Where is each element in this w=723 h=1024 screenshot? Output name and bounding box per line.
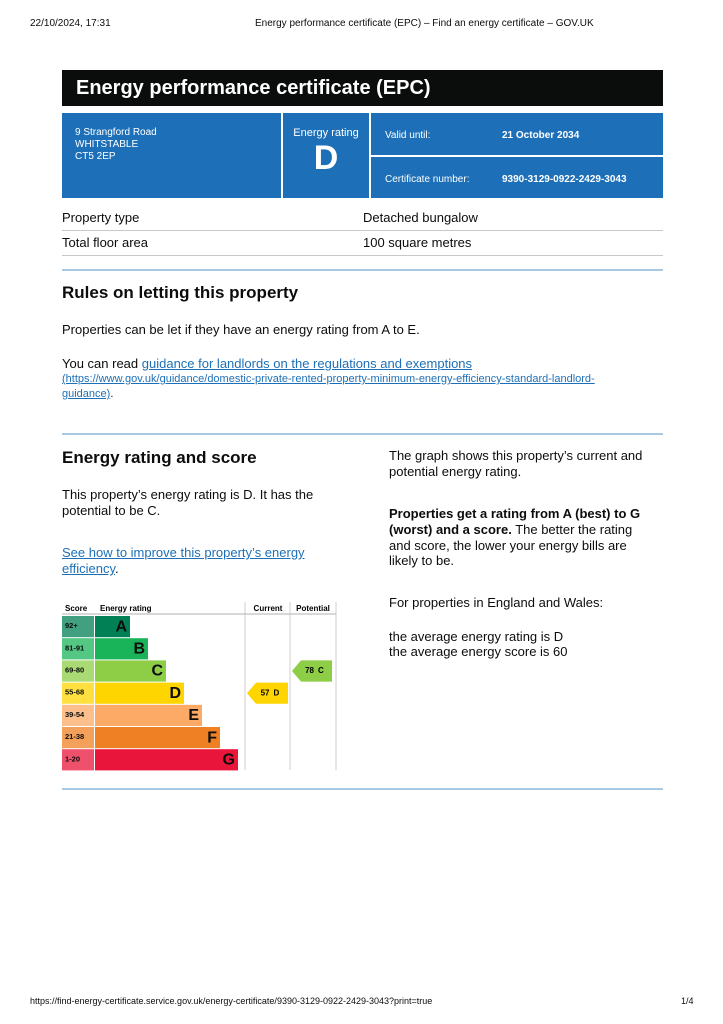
section-rule bbox=[62, 433, 663, 435]
link-url[interactable]: (https://www.gov.uk/guidance/domestic-pr… bbox=[62, 373, 595, 385]
band-letter: C bbox=[151, 663, 163, 680]
rating-graph: Score Energy rating Current Potential 92+ A 81… bbox=[62, 602, 337, 771]
text: The better the rating bbox=[511, 522, 633, 537]
band-bar bbox=[95, 616, 130, 638]
current-score: 57 bbox=[261, 688, 270, 697]
paragraph-line: likely to be. bbox=[389, 553, 455, 568]
title-bar: Energy performance certificate (EPC) bbox=[62, 70, 663, 106]
band-bar bbox=[95, 749, 238, 771]
table-cell: Property type bbox=[62, 210, 140, 225]
band-letter: G bbox=[223, 752, 235, 769]
graph-header: Potential bbox=[296, 604, 330, 613]
footer-page: 1/4 bbox=[681, 996, 694, 1006]
paragraph-line: For properties in England and Wales: bbox=[389, 595, 604, 610]
score-cell bbox=[62, 660, 94, 682]
paragraph: You can read guidance for landlords on t… bbox=[62, 356, 472, 372]
address-line: WHITSTABLE bbox=[75, 139, 139, 150]
address-line: 9 Strangford Road bbox=[75, 127, 157, 138]
title: Energy performance certificate (EPC) bbox=[76, 77, 431, 99]
section-heading: Energy rating and score bbox=[62, 448, 257, 467]
link[interactable]: guidance for landlords on the regulation… bbox=[141, 356, 473, 371]
section-heading: Rules on letting this property bbox=[62, 283, 299, 302]
band-bar bbox=[95, 638, 148, 660]
band-letter: F bbox=[207, 729, 217, 746]
band-score: 1-20 bbox=[65, 754, 80, 763]
link[interactable]: efficiency bbox=[62, 561, 115, 576]
band-bar bbox=[95, 727, 220, 749]
paragraph-line: potential energy rating. bbox=[389, 464, 522, 479]
potential-arrow bbox=[292, 660, 332, 682]
link-url: guidance). bbox=[62, 388, 113, 400]
certificate-box: Certificate number: 9390-3129-0922-2429-… bbox=[371, 157, 663, 198]
text: . bbox=[110, 388, 114, 400]
valid-label: Valid until: bbox=[385, 130, 431, 141]
text: You can read bbox=[62, 356, 142, 371]
certificate-number: 9390-3129-0922-2429-3043 bbox=[502, 174, 627, 185]
paragraph-line: the average energy score is 60 bbox=[389, 644, 568, 659]
section-rule bbox=[62, 269, 663, 271]
paragraph: Properties can be let if they have an en… bbox=[62, 322, 420, 337]
table-divider bbox=[62, 230, 663, 231]
paragraph-line: and score, the lower your energy bills a… bbox=[389, 538, 627, 553]
score-cell bbox=[62, 749, 94, 771]
footer-url: https://find-energy-certificate.service.… bbox=[30, 996, 433, 1006]
band-score: 39-54 bbox=[65, 710, 85, 719]
band-score: 81-91 bbox=[65, 643, 84, 652]
graph-header: Current bbox=[254, 604, 283, 613]
rating-letter: D bbox=[313, 139, 339, 177]
score-cell bbox=[62, 727, 94, 749]
bold-line: Properties get a rating from A (best) to… bbox=[389, 506, 641, 521]
paragraph-line: This property’s energy rating is D. It h… bbox=[62, 487, 314, 502]
link[interactable]: See how to improve this property’s energ… bbox=[62, 545, 305, 560]
score-cell bbox=[62, 704, 94, 726]
band-letter: E bbox=[188, 707, 199, 724]
band-bar bbox=[95, 682, 184, 704]
graph-header: Score bbox=[65, 604, 88, 613]
table-divider bbox=[62, 255, 663, 256]
band-score: 69-80 bbox=[65, 665, 84, 674]
rating-label: Energy rating bbox=[293, 127, 359, 139]
band-bar bbox=[95, 704, 202, 726]
band-score: 21-38 bbox=[65, 732, 84, 741]
band-letter: B bbox=[133, 641, 145, 658]
print-title: Energy performance certificate (EPC) – F… bbox=[255, 18, 594, 29]
paragraph-line: The graph shows this property’s current … bbox=[389, 448, 643, 463]
paragraph-line: the average energy rating is D bbox=[389, 629, 564, 644]
bold-line: (worst) and a score. bbox=[389, 522, 512, 537]
potential-score: 78 bbox=[305, 666, 314, 675]
table-cell: Detached bungalow bbox=[363, 210, 478, 225]
text: . bbox=[115, 561, 119, 576]
address-box: 9 Strangford Road WHITSTABLE CT5 2EP bbox=[62, 113, 281, 198]
address-line: CT5 2EP bbox=[75, 151, 116, 162]
current-rating: D bbox=[274, 688, 280, 697]
valid-date: 21 October 2034 bbox=[502, 130, 580, 141]
valid-box: Valid until: 21 October 2034 bbox=[371, 113, 663, 155]
link-url[interactable]: guidance) bbox=[62, 388, 111, 400]
paragraph-line: potential to be C. bbox=[62, 503, 161, 518]
certificate-label: Certificate number: bbox=[385, 174, 470, 185]
rating-box: Energy rating D bbox=[283, 113, 369, 198]
band-letter: D bbox=[169, 685, 181, 702]
current-arrow bbox=[247, 682, 288, 704]
band-bar bbox=[95, 660, 166, 682]
section-rule bbox=[62, 788, 663, 790]
score-cell bbox=[62, 638, 94, 660]
table-cell: Total floor area bbox=[62, 235, 148, 250]
potential-rating: C bbox=[318, 666, 324, 675]
score-cell bbox=[62, 616, 94, 638]
table-cell: 100 square metres bbox=[363, 235, 472, 250]
band-score: 55-68 bbox=[65, 688, 84, 697]
score-cell bbox=[62, 682, 94, 704]
band-letter: A bbox=[115, 618, 127, 635]
print-datetime: 22/10/2024, 17:31 bbox=[30, 18, 111, 29]
band-score: 92+ bbox=[65, 621, 78, 630]
graph-header: Energy rating bbox=[100, 604, 152, 613]
